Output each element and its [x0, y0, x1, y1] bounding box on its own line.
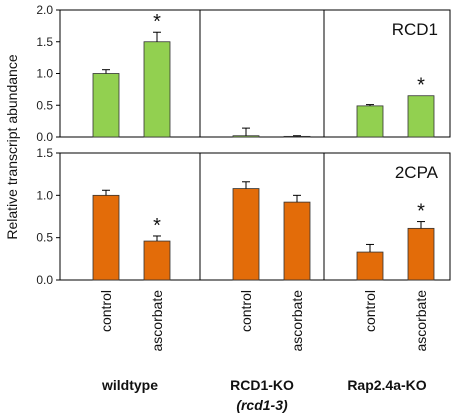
group-label: wildtype: [101, 377, 158, 393]
y-tick-label: 1.0: [36, 67, 53, 81]
y-tick-label: 0.5: [36, 231, 53, 245]
bar: [92, 73, 120, 138]
group-label: RCD1-KO: [230, 377, 294, 393]
x-category-label: ascorbate: [289, 290, 305, 352]
significance-marker: *: [417, 75, 425, 97]
significance-marker: *: [153, 11, 161, 33]
x-category-label: ascorbate: [413, 290, 429, 352]
bar: [283, 135, 311, 138]
y-tick-label: 0.0: [36, 273, 53, 287]
group-sublabel: (rcd1-3): [236, 397, 288, 413]
y-tick-label: 0.0: [36, 130, 53, 144]
bar: [232, 188, 260, 281]
bar: [92, 194, 120, 281]
x-category-label: control: [238, 290, 254, 332]
y-tick-label: 0.5: [36, 98, 53, 112]
panel-title: RCD1: [392, 20, 438, 39]
significance-marker: *: [153, 215, 161, 237]
significance-marker: *: [417, 201, 425, 223]
x-category-label: ascorbate: [149, 290, 165, 352]
y-tick-label: 1.0: [36, 188, 53, 202]
panel-title: 2CPA: [395, 163, 439, 182]
y-tick-label: 1.5: [36, 35, 53, 49]
bar: [283, 201, 311, 281]
bar: [407, 227, 435, 281]
group-label: Rap2.4a-KO: [347, 377, 426, 393]
x-category-label: control: [98, 290, 114, 332]
bar: [356, 105, 384, 138]
bar: [407, 95, 435, 138]
y-tick-label: 1.5: [36, 146, 53, 160]
bar: [143, 41, 171, 138]
bar: [232, 135, 260, 138]
y-tick-label: 2.0: [36, 3, 53, 17]
bar: [143, 240, 171, 281]
y-axis-label: Relative transcript abundance: [4, 54, 20, 239]
bar: [356, 251, 384, 281]
x-category-label: control: [362, 290, 378, 332]
